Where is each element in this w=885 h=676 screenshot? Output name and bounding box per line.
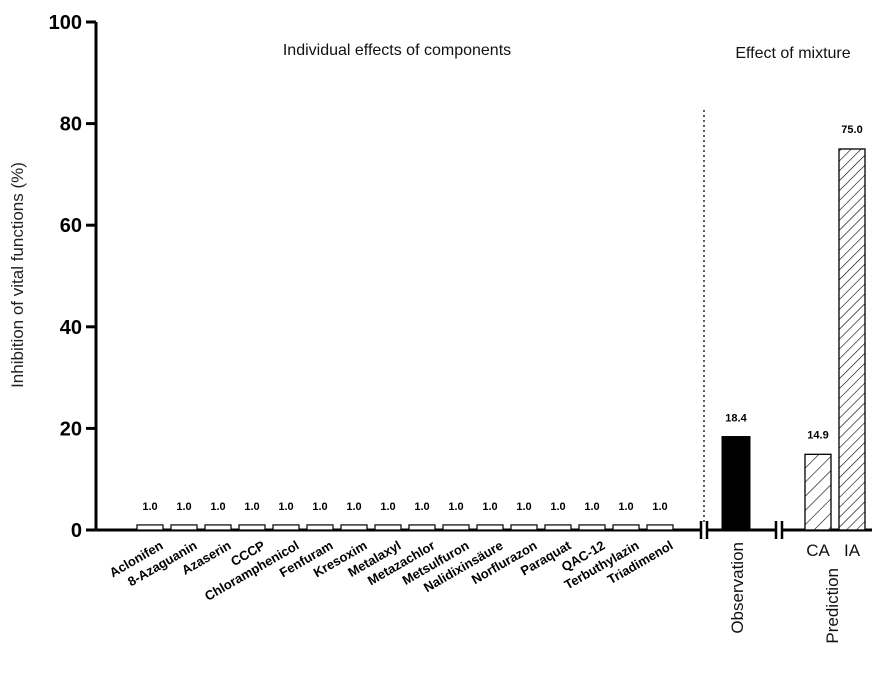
bar-individual [238, 524, 266, 531]
bar-individual [340, 524, 368, 531]
bar-individual [476, 524, 504, 531]
panel-title-mixture: Effect of mixture [735, 45, 850, 62]
y-tick-label: 0 [71, 520, 82, 542]
data-label-individual: 1.0 [380, 501, 395, 513]
data-label-individual: 1.0 [448, 501, 463, 513]
data-label-individual: 1.0 [312, 501, 327, 513]
data-label-individual: 1.0 [278, 501, 293, 513]
y-tick-label: 100 [49, 12, 82, 34]
data-label-individual: 1.0 [176, 501, 191, 513]
prediction-category-label: CA [806, 541, 830, 560]
bar-individual [612, 524, 640, 531]
prediction-group-label: Prediction [823, 568, 842, 644]
data-label-individual: 1.0 [618, 501, 633, 513]
labels: 1.0Aclonifen1.08-Azaguanin1.0Azaserin1.0… [107, 124, 863, 644]
observation-group-label: Observation [728, 542, 747, 634]
bar-individual [578, 524, 606, 531]
data-label-individual: 1.0 [414, 501, 429, 513]
bar-individual [136, 524, 164, 531]
data-label-individual: 1.0 [210, 501, 225, 513]
data-label-observation: 18.4 [725, 413, 747, 425]
y-tick-label: 40 [60, 317, 82, 339]
data-label-individual: 1.0 [550, 501, 565, 513]
data-label-individual: 1.0 [516, 501, 531, 513]
bar-individual [306, 524, 334, 531]
data-label-individual: 1.0 [142, 501, 157, 513]
data-label-individual: 1.0 [346, 501, 361, 513]
bar-individual [646, 524, 674, 531]
y-tick-label: 20 [60, 418, 82, 440]
data-label-individual: 1.0 [482, 501, 497, 513]
prediction-category-label: IA [844, 541, 861, 560]
panel-title-individual: Individual effects of components [283, 42, 511, 59]
data-label-individual: 1.0 [652, 501, 667, 513]
y-axis-title: Inhibition of vital functions (%) [8, 162, 27, 388]
y-tick-label: 80 [60, 114, 82, 136]
bar-individual [408, 524, 436, 531]
bar-prediction [838, 148, 866, 531]
data-label-prediction: 75.0 [841, 124, 862, 136]
bar-individual [204, 524, 232, 531]
data-label-individual: 1.0 [244, 501, 259, 513]
bar-individual [544, 524, 572, 531]
bars [136, 148, 866, 531]
data-label-prediction: 14.9 [807, 429, 828, 441]
y-tick-label: 60 [60, 215, 82, 237]
bar-observation [721, 436, 751, 531]
data-label-individual: 1.0 [584, 501, 599, 513]
bar-individual [170, 524, 198, 531]
bar-individual [442, 524, 470, 531]
bar-individual [272, 524, 300, 531]
bar-individual [510, 524, 538, 531]
bar-individual [374, 524, 402, 531]
bar-prediction [804, 453, 832, 531]
